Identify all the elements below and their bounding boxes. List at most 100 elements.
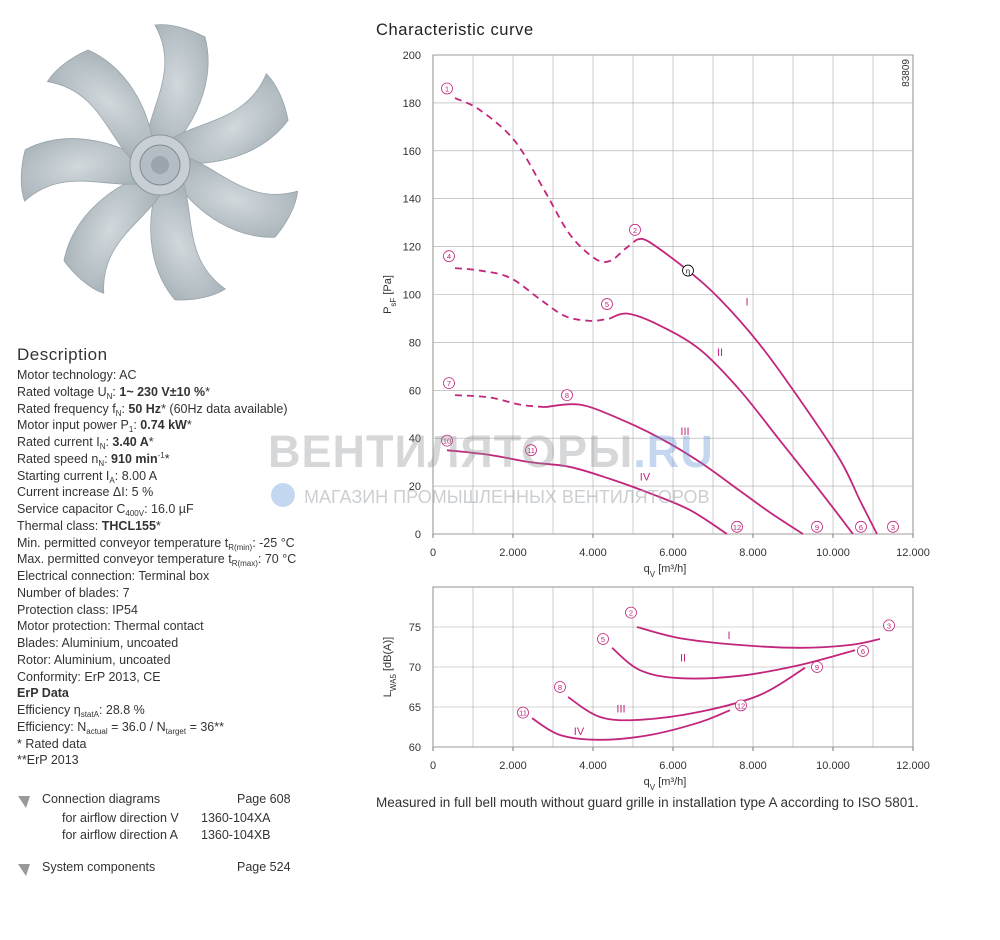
y-tick-label: 70 [409,662,421,674]
text-run: = 36.0 / N [107,719,166,734]
text-run: Protection class: IP54 [17,602,138,617]
text-run: Blades: Aluminium, uncoated [17,636,179,650]
description-line: Thermal class: THCL155* [17,518,296,535]
x-tick-label: 8.000 [739,547,767,559]
text-run: * [186,418,192,433]
description-line: Max. permitted conveyor temperature tR(m… [17,551,296,568]
point-marker [855,520,867,533]
link-item-code[interactable]: 1360-104XB [201,828,271,842]
point-label: 5 [605,300,609,309]
point-marker [601,298,613,310]
text-run: WA5 [389,674,398,692]
text-run: Rated speed n [17,451,99,466]
chart-title: Characteristic curve [376,21,534,39]
point-marker [811,661,823,673]
watermark-title: ВЕНТИЛЯТОРЫ.RU [268,426,714,477]
link-page[interactable]: Page 524 [237,860,291,874]
text-run: = 36** [186,719,224,734]
link-label[interactable]: Connection diagrams [42,792,161,806]
y-tick-label: 140 [403,194,421,206]
point-marker [597,633,609,645]
text-run: 50 Hz [128,401,162,416]
text-run: Efficiency: N [17,719,87,734]
link-item-code[interactable]: 1360-104XA [201,811,271,825]
point-marker [441,82,453,95]
y-tick-label: 75 [409,622,421,634]
description-line: ErP Data [17,685,296,702]
y-tick-label: 60 [409,385,421,397]
y-tick-label: 100 [403,290,421,302]
y-tick-label: 180 [403,98,421,110]
text-run: : 16.0 µF [144,502,194,516]
text-run: N [115,408,122,418]
text-run: V [650,570,656,579]
point-label: 6 [859,523,863,532]
link-label[interactable]: System components [42,860,156,874]
point-label: 2 [633,226,637,235]
x-tick-label: 12.000 [896,760,930,772]
point-label: 10 [443,437,451,446]
y-tick-label: 20 [409,481,421,493]
link-page[interactable]: Page 608 [237,792,291,806]
point-marker [443,250,455,263]
doc-id: 83809 [901,59,912,87]
point-marker [811,520,823,533]
description-line: Rotor: Aluminium, uncoated [17,652,296,669]
text-run: : 70 °C [257,552,297,567]
text-run: * Rated data [17,736,87,751]
text-run: q [644,563,650,575]
x-tick-label: 6.000 [659,760,687,772]
text-run: THCL155 [101,518,156,533]
text-run: 910 min [111,451,158,466]
text-run: R(max) [231,559,258,569]
point-marker [517,706,529,719]
point-label: 2 [629,609,633,618]
y-tick-label: 65 [409,702,421,714]
text-run: [Pa] [382,275,394,298]
x-tick-label: 2.000 [499,547,527,559]
link-item-label[interactable]: for airflow direction A [62,828,179,842]
y-tick-label: 200 [403,50,421,62]
text-run: Number of blades: 7 [17,585,130,600]
link-item-label[interactable]: for airflow direction V [62,811,179,825]
point-label: 9 [815,523,819,532]
series-label: IV [640,472,651,484]
text-run: Rated frequency f [17,401,116,416]
point-label: 3 [887,621,891,630]
text-run: : 28.8 % [98,703,145,717]
point-label: 11 [527,446,535,455]
text-run: statA [80,710,99,719]
text-run: N [106,391,113,401]
y-tick-label: 0 [415,529,421,541]
x-tick-label: 12.000 [896,547,930,559]
y-axis-label: PsF [Pa] [382,275,398,314]
text-run: sF [389,298,398,307]
description-line: * Rated data [17,736,296,753]
point-label: 12 [737,701,745,710]
point-label: 12 [733,523,741,532]
point-label: 3 [891,523,895,532]
fan-image [12,24,301,313]
point-marker [857,645,869,657]
text-run: Conformity: ErP 2013, CE [17,669,161,684]
text-run: L [382,691,394,697]
text-run: target [165,726,187,736]
x-tick-label: 2.000 [499,760,527,772]
series-label: I [745,297,748,309]
text-run: N [99,442,106,451]
curve [611,647,856,680]
description-lines: Motor technology: AC Rated voltage UN: 1~… [17,367,296,769]
description-line: Blades: Aluminium, uncoated [17,635,296,652]
point-label: η [686,267,690,276]
y-tick-label: 80 [409,337,421,349]
text-run: A [109,475,115,485]
point-marker [525,444,537,457]
description-line: Rated speed nN: 910 min-1* [17,451,296,468]
description-line: Motor input power P1: 0.74 kW* [17,417,296,434]
point-marker [883,619,895,632]
point-label: 7 [447,379,451,388]
description-line: Current increase ΔI: 5 % [17,484,296,501]
text-run: : [105,435,113,449]
description-line: Protection class: IP54 [17,602,296,619]
